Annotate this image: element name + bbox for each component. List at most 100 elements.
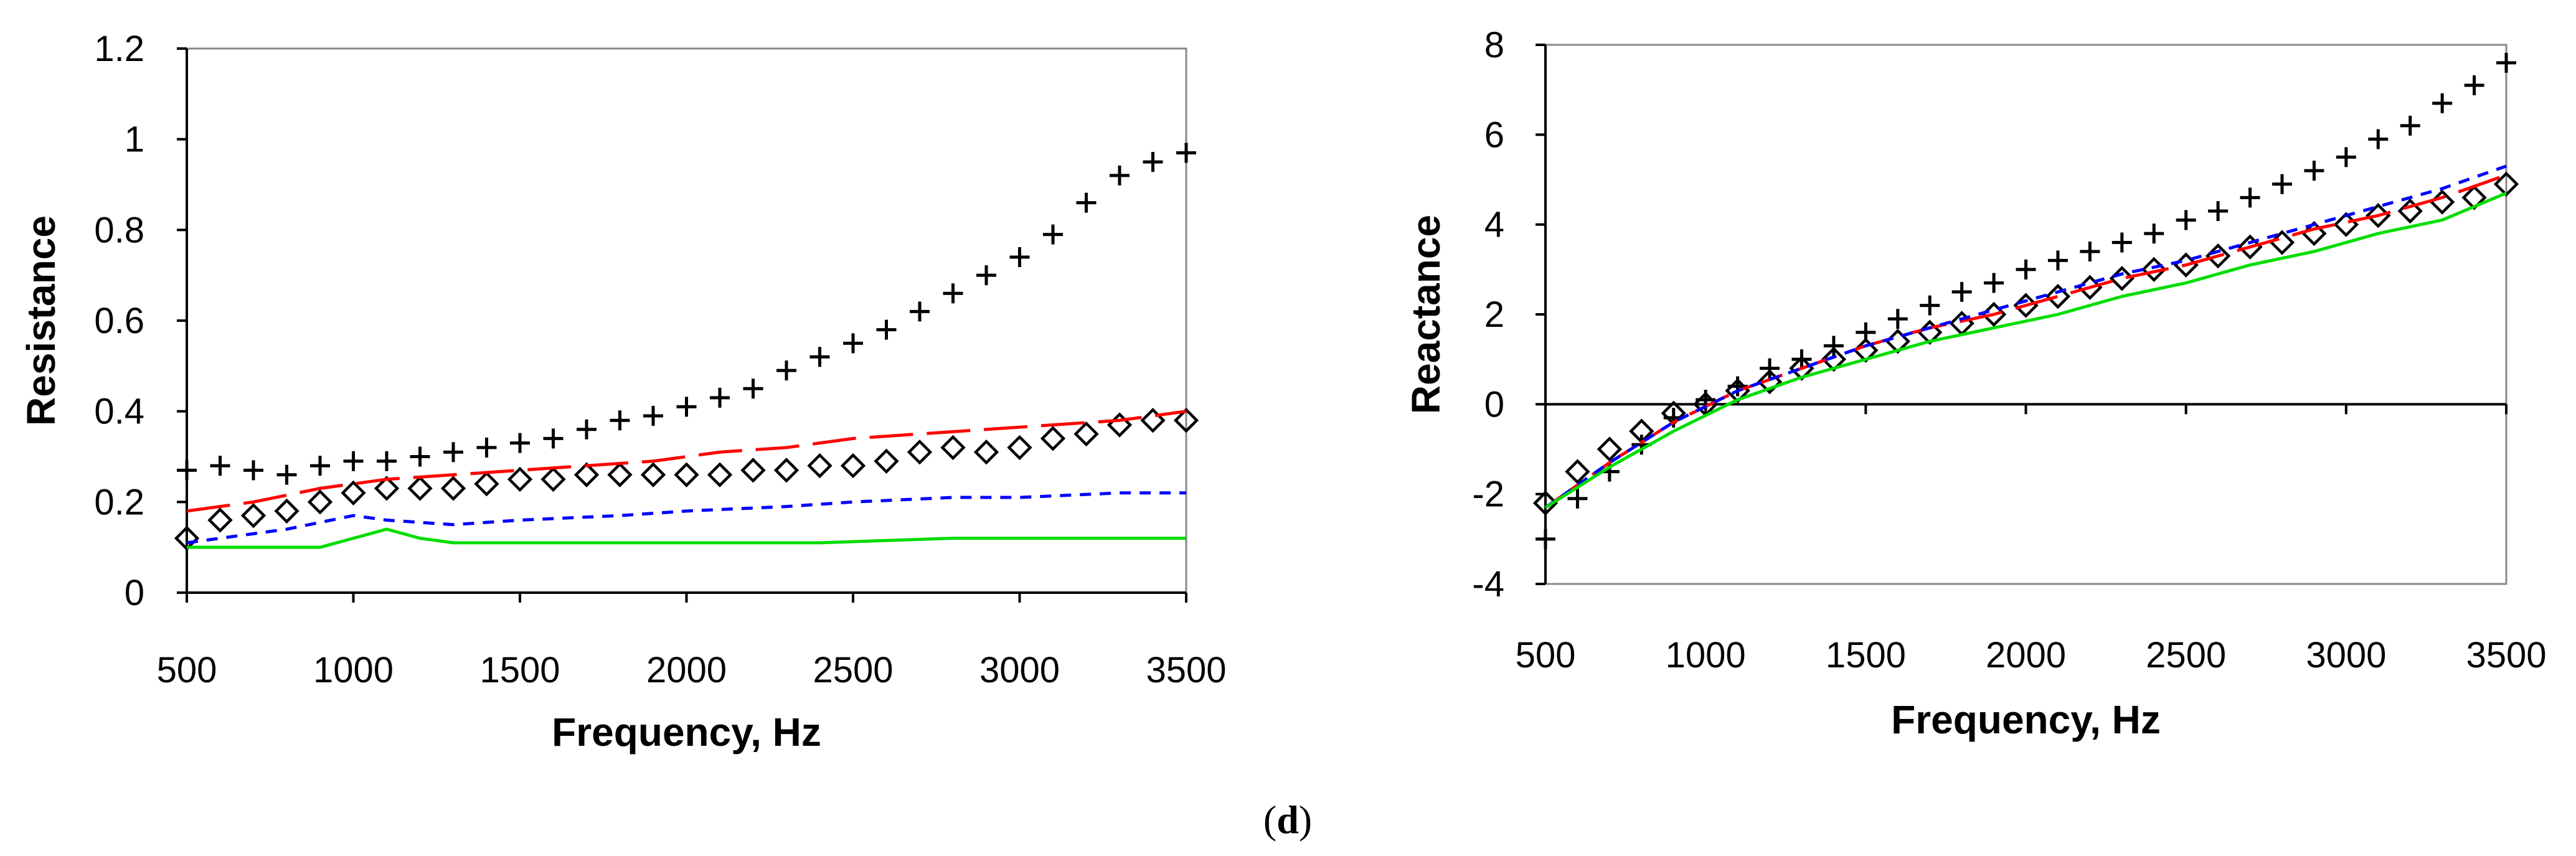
diamond-marker (1565, 459, 1590, 484)
plus-marker (1823, 336, 1844, 356)
series-line (186, 410, 1187, 513)
diamond-marker (807, 453, 833, 479)
diamond-marker (1007, 435, 1032, 461)
plus-marker (1567, 488, 1588, 509)
y-tick-label: 0 (1484, 384, 1504, 425)
y-axis-title: Reactance (1404, 215, 1448, 414)
y-tick-label: 8 (1484, 25, 1504, 65)
plus-marker (776, 360, 796, 381)
x-tick-label: 2000 (1986, 635, 2066, 675)
plus-marker (2464, 75, 2484, 95)
series-green-solid (1544, 191, 2507, 509)
diamond-marker (1597, 436, 1623, 462)
diamond-marker (773, 458, 800, 483)
diamond-marker (341, 480, 366, 506)
plus-marker (1076, 192, 1097, 213)
plus-marker (577, 419, 597, 440)
plus-marker (243, 460, 263, 481)
chart-reactance: -4 -2 0 2 4 6 8 500 1000 1500 2000 2500 3000 3500 Freq… (1404, 25, 2547, 742)
diamond-marker (1173, 408, 1199, 433)
diamond-marker (2045, 283, 2071, 309)
plus-marker (976, 265, 996, 286)
plus-marker (2047, 250, 2068, 271)
chart-resistance: 0 0.2 0.4 0.6 0.8 1 1.2 500 1000 1500 2000 2500 3000… (19, 29, 1227, 755)
diamond-marker (374, 476, 400, 501)
diamond-marker (907, 440, 933, 465)
y-tick-label: 0.2 (94, 482, 144, 522)
plus-marker (710, 387, 730, 408)
plus-marker (343, 451, 364, 471)
x-tick-label: 1000 (1666, 635, 1746, 675)
caption-open-paren: ( (1263, 797, 1276, 842)
plus-marker (1984, 273, 2004, 293)
x-tick-label: 1500 (1826, 635, 1906, 675)
x-tick-label: 500 (157, 650, 217, 690)
diamond-marker (207, 507, 233, 533)
x-tick-label: 2500 (2146, 635, 2226, 675)
plus-marker (2272, 174, 2292, 194)
y-tick-label: 1 (125, 120, 144, 160)
series-diamond-markers (174, 408, 1199, 551)
plus-marker (443, 442, 463, 463)
diamond-marker (874, 448, 899, 474)
x-axis-title: Frequency, Hz (1891, 697, 2161, 742)
diamond-marker (1532, 490, 1559, 516)
x-tick-label: 1500 (479, 650, 560, 690)
x-tick-label: 3000 (2306, 635, 2386, 675)
y-tick-label: 1.2 (94, 29, 144, 69)
plus-marker (876, 319, 897, 340)
plus-marker (1043, 224, 1063, 245)
y-tick-label: 0 (125, 573, 144, 613)
x-tick-label: 500 (1516, 635, 1576, 675)
series-diamond-markers (1532, 171, 2519, 516)
x-axis-title: Frequency, Hz (552, 710, 821, 755)
diamond-marker (1106, 412, 1133, 438)
x-tick-label: 1000 (313, 650, 394, 690)
y-tick-label: 0.8 (94, 210, 144, 250)
figure-caption: (d) (1263, 797, 1312, 842)
y-tick-label: 4 (1484, 205, 1504, 245)
plus-marker (643, 405, 663, 426)
plus-marker (1176, 143, 1196, 163)
plus-marker (310, 456, 330, 476)
plus-marker (410, 446, 430, 467)
series-line (1544, 191, 2507, 509)
plus-marker (2368, 129, 2389, 149)
diamond-marker (640, 462, 666, 487)
diamond-marker (240, 503, 267, 529)
plus-marker (1951, 281, 1972, 302)
x-tick-label: 3500 (1146, 650, 1226, 690)
plus-marker (1009, 247, 1030, 268)
plus-marker (2400, 115, 2420, 136)
series-line (1544, 164, 2507, 509)
diamond-marker (1140, 408, 1166, 433)
plus-marker (210, 456, 230, 476)
diamond-marker (707, 462, 733, 487)
x-tick-label: 3500 (2466, 635, 2546, 675)
plus-marker (476, 437, 497, 458)
series-line (1544, 173, 2507, 509)
plus-marker (2336, 147, 2356, 167)
diamond-marker (407, 476, 433, 501)
plus-marker (510, 433, 530, 453)
diamond-marker (1073, 421, 1099, 447)
y-tick-label: 2 (1484, 294, 1504, 335)
diamond-marker (674, 462, 699, 487)
plus-marker (2304, 161, 2324, 181)
plus-marker (2111, 232, 2132, 253)
diamond-marker (607, 462, 633, 487)
diamond-marker (1040, 426, 1066, 451)
series-line (186, 491, 1186, 545)
plus-marker (1920, 295, 1940, 316)
plus-marker (2016, 259, 2036, 280)
x-tick-label: 2000 (646, 650, 727, 690)
diamond-marker (540, 466, 566, 492)
series-red-long-dash (186, 410, 1187, 513)
series-green-solid (187, 527, 1186, 549)
x-tick-label: 2500 (813, 650, 893, 690)
plus-marker (2240, 187, 2260, 208)
y-tick-label: -2 (1472, 474, 1504, 515)
y-tick-label: 0.4 (94, 392, 144, 432)
plus-marker (943, 283, 963, 304)
